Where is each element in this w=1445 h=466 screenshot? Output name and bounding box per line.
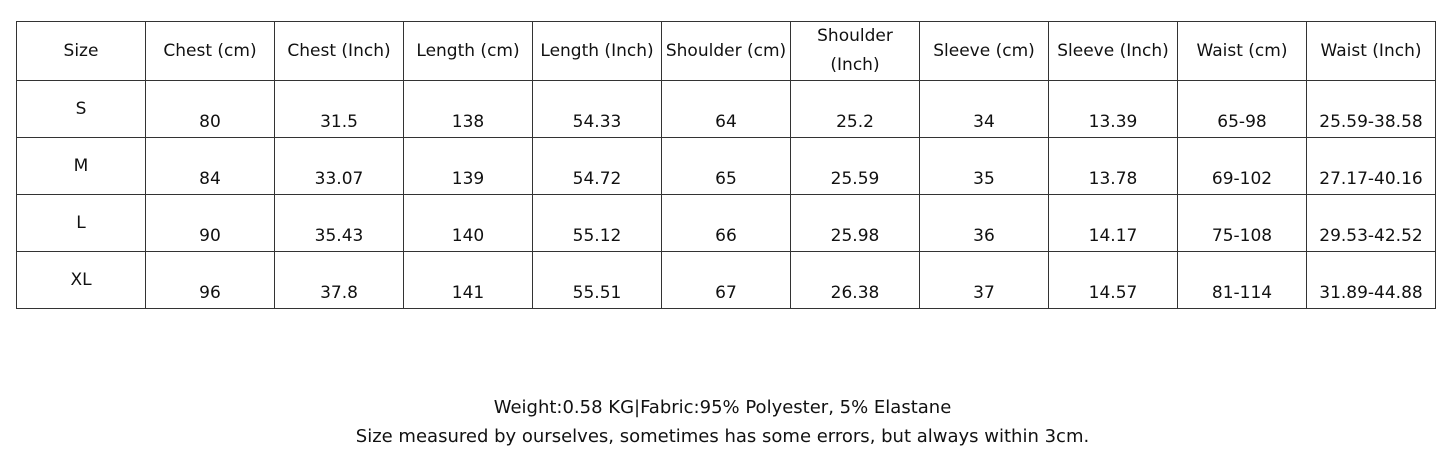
value-cell: 35.43	[274, 194, 404, 252]
value-cell: 33.07	[274, 137, 404, 195]
header-cell: Shoulder (Inch)	[790, 21, 920, 81]
size-cell: XL	[16, 251, 146, 309]
data-row: L 90 35.43 140 55.12 66 25.98 36 14.17 75-108 29.5…	[16, 194, 1436, 252]
header-cell: Chest (cm)	[145, 21, 275, 81]
value-cell: 138	[403, 80, 533, 138]
value-cell: 54.72	[532, 137, 662, 195]
value-cell: 25.59-38.58	[1306, 80, 1436, 138]
value-cell: 34	[919, 80, 1049, 138]
note: Size measured by ourselves, sometimes ha…	[355, 426, 1090, 447]
value-cell: 27.17-40.16	[1306, 137, 1436, 195]
size-cell: L	[16, 194, 146, 252]
value-cell: 29.53-42.52	[1306, 194, 1436, 252]
data-row: S 80 31.5 138 54.33 64 25.2 34 13.39 65-98 25.59-3…	[16, 80, 1436, 138]
size-cell: S	[16, 80, 146, 138]
value-cell: 80	[145, 80, 275, 138]
data-row: M 84 33.07 139 54.72 65 25.59 35 13.78 69-102 27.1…	[16, 137, 1436, 195]
value-cell: 25.59	[790, 137, 920, 195]
value-cell: 84	[145, 137, 275, 195]
value-cell: 25.98	[790, 194, 920, 252]
note: Weight:0.58 KG|Fabric:95% Polyester, 5% …	[493, 397, 952, 418]
value-cell: 13.78	[1048, 137, 1178, 195]
value-cell: 14.57	[1048, 251, 1178, 309]
header-cell: Length (cm)	[403, 21, 533, 81]
data-row: XL 96 37.8 141 55.51 67 26.38 37 14.57 81-114 31.8…	[16, 251, 1436, 309]
value-cell: 25.2	[790, 80, 920, 138]
header-cell: Sleeve (cm)	[919, 21, 1049, 81]
value-cell: 37	[919, 251, 1049, 309]
header-cell: Waist (cm)	[1177, 21, 1307, 81]
value-cell: 140	[403, 194, 533, 252]
value-cell: 96	[145, 251, 275, 309]
value-cell: 66	[661, 194, 791, 252]
header-cell: Sleeve (Inch)	[1048, 21, 1178, 81]
value-cell: 141	[403, 251, 533, 309]
value-cell: 36	[919, 194, 1049, 252]
value-cell: 54.33	[532, 80, 662, 138]
value-cell: 13.39	[1048, 80, 1178, 138]
header-cell: Length (Inch)	[532, 21, 662, 81]
value-cell: 37.8	[274, 251, 404, 309]
value-cell: 139	[403, 137, 533, 195]
header-cell: Waist (Inch)	[1306, 21, 1436, 81]
value-cell: 55.12	[532, 194, 662, 252]
header-cell: Chest (Inch)	[274, 21, 404, 81]
value-cell: 75-108	[1177, 194, 1307, 252]
value-cell: 69-102	[1177, 137, 1307, 195]
value-cell: 81-114	[1177, 251, 1307, 309]
value-cell: 31.89-44.88	[1306, 251, 1436, 309]
value-cell: 35	[919, 137, 1049, 195]
size-table: Size Chest (cm) Chest (Inch) Length (cm) Len…	[16, 21, 1436, 309]
size-cell: M	[16, 137, 146, 195]
value-cell: 55.51	[532, 251, 662, 309]
value-cell: 90	[145, 194, 275, 252]
value-cell: 14.17	[1048, 194, 1178, 252]
header-row: Size Chest (cm) Chest (Inch) Length (cm) Len…	[16, 21, 1436, 81]
header-cell: Size	[16, 21, 146, 81]
value-cell: 65	[661, 137, 791, 195]
value-cell: 64	[661, 80, 791, 138]
value-cell: 65-98	[1177, 80, 1307, 138]
value-cell: 26.38	[790, 251, 920, 309]
header-cell: Shoulder (cm)	[661, 21, 791, 81]
value-cell: 31.5	[274, 80, 404, 138]
value-cell: 67	[661, 251, 791, 309]
